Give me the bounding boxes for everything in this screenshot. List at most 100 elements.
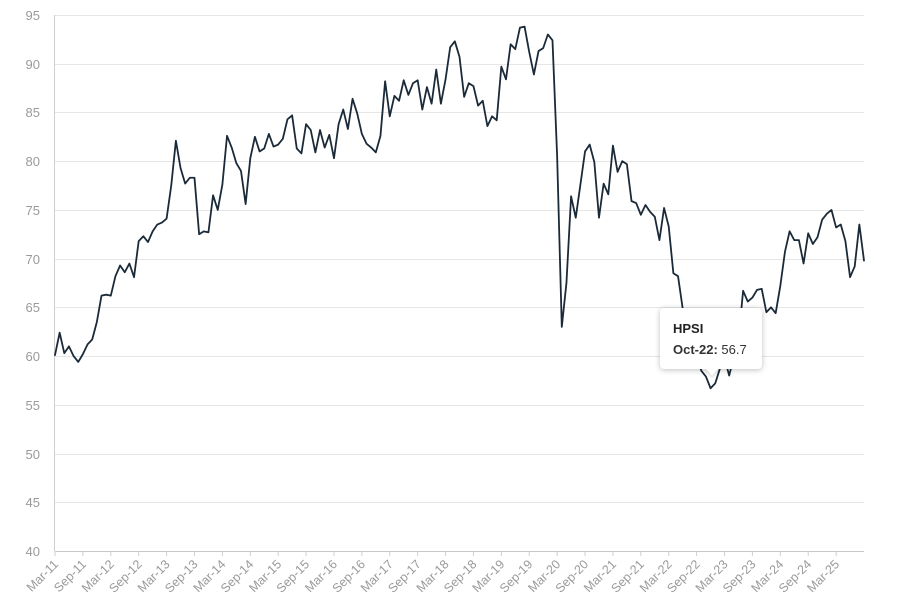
data-point bbox=[616, 171, 618, 173]
data-point bbox=[728, 374, 730, 376]
data-point bbox=[365, 142, 367, 144]
data-point bbox=[588, 143, 590, 145]
data-point bbox=[472, 85, 474, 87]
data-point bbox=[519, 26, 521, 28]
y-tick-label: 80 bbox=[26, 154, 40, 169]
data-point bbox=[244, 203, 246, 205]
data-point bbox=[835, 226, 837, 228]
data-point bbox=[658, 239, 660, 241]
data-point bbox=[826, 213, 828, 215]
data-point bbox=[598, 217, 600, 219]
data-point bbox=[784, 251, 786, 253]
data-point bbox=[742, 290, 744, 292]
data-point bbox=[840, 223, 842, 225]
data-point bbox=[240, 170, 242, 172]
data-point bbox=[165, 217, 167, 219]
data-point bbox=[314, 151, 316, 153]
series-line-hpsi bbox=[54, 25, 865, 390]
x-axis: Mar-11Sep-11Mar-12Sep-12Mar-13Sep-13Mar-… bbox=[24, 551, 842, 596]
data-point bbox=[547, 33, 549, 35]
data-point bbox=[426, 86, 428, 88]
data-point bbox=[579, 183, 581, 185]
data-point bbox=[282, 138, 284, 140]
data-point bbox=[668, 225, 670, 227]
y-tick-label: 70 bbox=[26, 252, 40, 267]
data-point bbox=[756, 289, 758, 291]
data-point bbox=[82, 353, 84, 355]
data-point bbox=[621, 160, 623, 162]
data-point bbox=[798, 239, 800, 241]
data-point bbox=[444, 78, 446, 80]
data-point bbox=[128, 262, 130, 264]
data-point bbox=[207, 231, 209, 233]
data-point bbox=[254, 136, 256, 138]
tooltip-pointer bbox=[705, 368, 719, 376]
data-point bbox=[403, 79, 405, 81]
y-tick-label: 95 bbox=[26, 8, 40, 23]
data-point bbox=[142, 235, 144, 237]
data-point bbox=[217, 209, 219, 211]
data-point bbox=[802, 262, 804, 264]
data-point bbox=[258, 150, 260, 152]
data-point bbox=[235, 162, 237, 164]
data-point bbox=[63, 352, 65, 354]
data-point bbox=[54, 354, 56, 356]
data-point bbox=[700, 370, 702, 372]
data-point bbox=[542, 47, 544, 49]
data-point bbox=[114, 275, 116, 277]
tooltip-series-name: HPSI bbox=[673, 321, 704, 336]
data-point bbox=[575, 217, 577, 219]
data-point bbox=[458, 56, 460, 58]
data-point bbox=[398, 100, 400, 102]
data-point bbox=[68, 345, 70, 347]
data-point bbox=[361, 133, 363, 135]
data-point bbox=[677, 275, 679, 277]
data-point bbox=[124, 271, 126, 273]
data-point bbox=[110, 294, 112, 296]
data-point bbox=[761, 288, 763, 290]
data-point bbox=[356, 112, 358, 114]
data-point bbox=[370, 146, 372, 148]
data-point bbox=[161, 221, 163, 223]
data-point bbox=[561, 326, 563, 328]
data-point bbox=[393, 95, 395, 97]
data-point bbox=[407, 94, 409, 96]
data-point bbox=[816, 236, 818, 238]
data-point bbox=[714, 382, 716, 384]
data-point bbox=[263, 147, 265, 149]
data-point bbox=[328, 134, 330, 136]
data-point bbox=[268, 133, 270, 135]
data-point bbox=[821, 218, 823, 220]
data-point bbox=[793, 239, 795, 241]
data-point bbox=[551, 39, 553, 41]
data-point bbox=[342, 108, 344, 110]
data-point bbox=[635, 202, 637, 204]
data-point bbox=[449, 46, 451, 48]
data-point bbox=[602, 182, 604, 184]
y-tick-label: 75 bbox=[26, 203, 40, 218]
data-point bbox=[412, 82, 414, 84]
data-point bbox=[198, 233, 200, 235]
data-point bbox=[514, 48, 516, 50]
data-point bbox=[375, 151, 377, 153]
data-point bbox=[179, 167, 181, 169]
gridlines bbox=[55, 15, 864, 552]
tooltip-date: Oct-22: bbox=[673, 342, 718, 357]
data-point bbox=[565, 282, 567, 284]
data-point bbox=[58, 332, 60, 334]
data-point bbox=[337, 123, 339, 125]
data-point bbox=[296, 147, 298, 149]
data-point bbox=[863, 259, 865, 261]
data-point bbox=[319, 129, 321, 131]
data-point bbox=[100, 294, 102, 296]
y-tick-label: 40 bbox=[26, 544, 40, 559]
data-point bbox=[175, 140, 177, 142]
data-point bbox=[133, 276, 135, 278]
y-tick-label: 60 bbox=[26, 349, 40, 364]
data-point bbox=[193, 177, 195, 179]
series-layer bbox=[54, 25, 865, 390]
data-point bbox=[96, 321, 98, 323]
data-point bbox=[626, 163, 628, 165]
data-point bbox=[77, 361, 79, 363]
data-point bbox=[272, 145, 274, 147]
